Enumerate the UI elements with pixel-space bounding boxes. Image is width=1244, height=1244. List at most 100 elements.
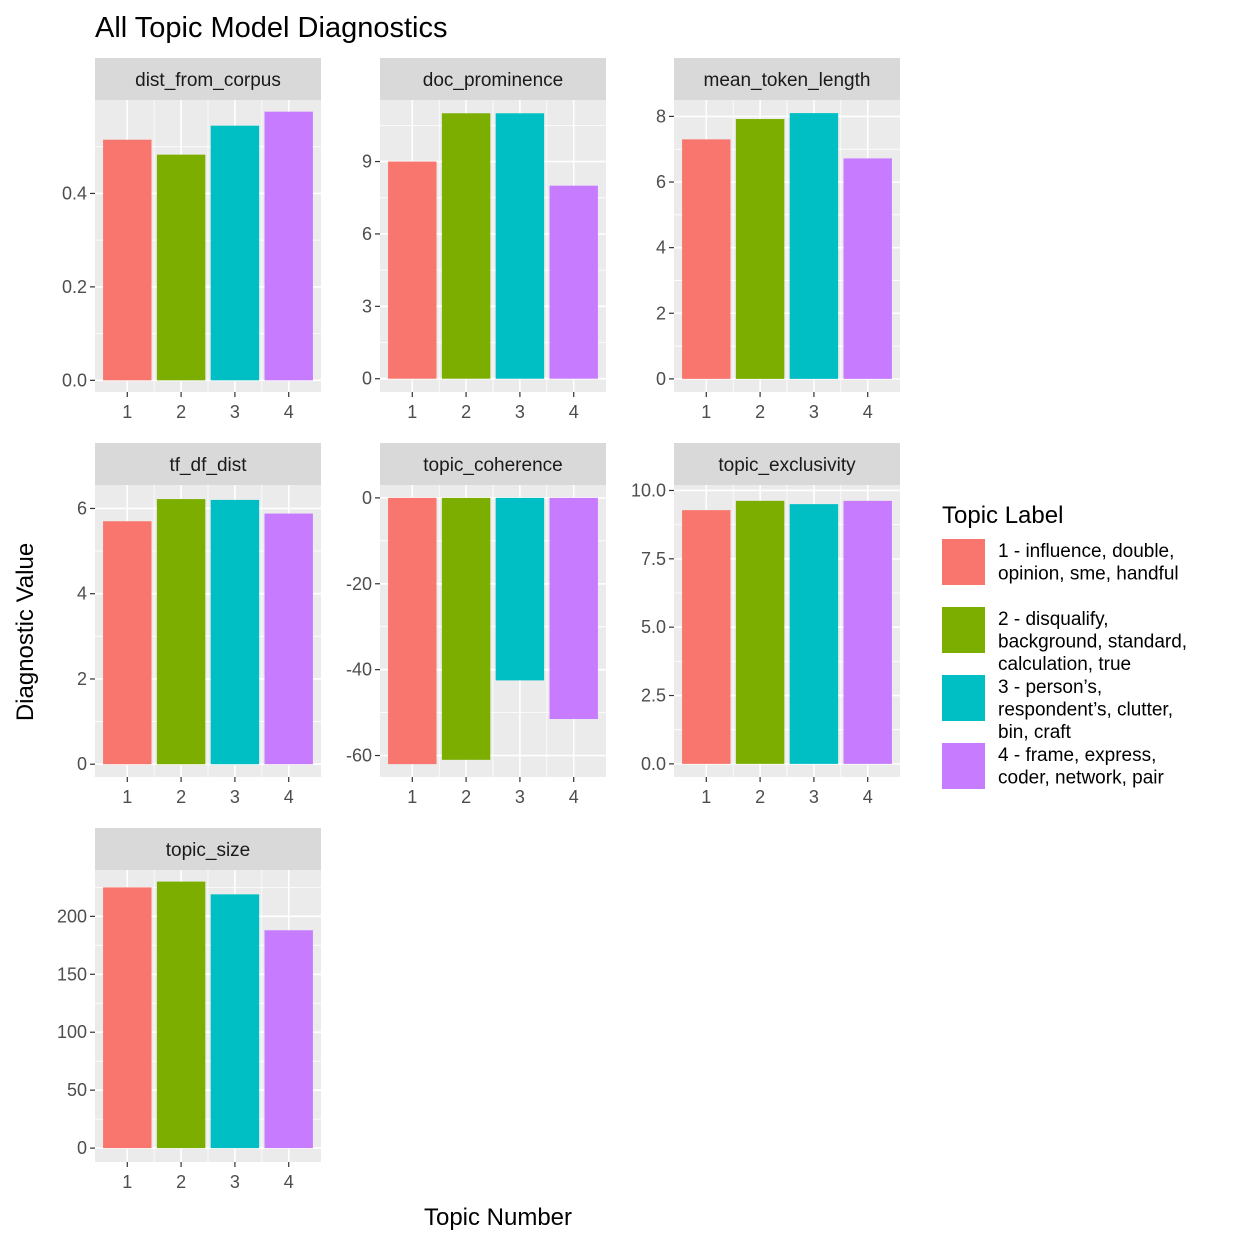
y-tick-label: 0 [77,754,87,774]
facet-strip-label: topic_exclusivity [718,455,856,476]
y-tick-label: -40 [346,660,372,680]
y-tick-label: 0.4 [62,183,87,203]
y-tick-label: 0.0 [62,370,87,390]
x-tick-label: 2 [176,402,186,422]
y-tick-label: 2.5 [641,686,666,706]
y-tick-label: 0 [77,1138,87,1158]
y-tick-label: 4 [77,584,87,604]
y-tick-label: 9 [362,152,372,172]
facet-strip-label: doc_prominence [423,70,563,91]
legend-label: 4 - frame, express, coder, network, pair [998,745,1164,789]
legend-item-4: 4 - frame, express, coder, network, pair [942,743,1164,789]
facet-strip [380,443,606,485]
x-tick-label: 1 [407,787,417,807]
y-tick-label: 3 [362,296,372,316]
y-tick-label: 10.0 [631,480,666,500]
x-tick-label: 4 [569,402,579,422]
y-axis-title: Diagnostic Value [12,543,39,721]
bar-topic-4 [264,513,313,765]
y-tick-label: 4 [656,238,666,258]
facet-strip-label: topic_coherence [423,455,562,476]
facet-strip [380,58,606,100]
legend-label: 2 - disqualify, background, standard, calc… [998,609,1187,675]
facet-panels: dist_from_corpus 0.0 0.2 0.4 1 2 3 4 doc_promine… [57,58,900,1192]
x-axis-title: Topic Number [424,1204,572,1231]
chart-title: All Topic Model Diagnostics [95,12,447,44]
x-tick-label: 3 [515,787,525,807]
legend-swatch [942,675,985,721]
facet-strip-label: topic_size [166,840,251,861]
bar-topic-2 [441,497,491,760]
x-tick-label: 3 [809,787,819,807]
x-tick-label: 3 [230,402,240,422]
facet-topic_coherence: topic_coherence -60 -40 -20 0 1 2 3 4 [346,443,606,807]
bar-topic-4 [549,497,598,720]
facet-mean_token_length: mean_token_length 0 2 4 6 8 1 2 3 4 [656,58,900,422]
legend-swatch [942,607,985,653]
x-tick-label: 3 [809,402,819,422]
x-tick-label: 1 [122,402,132,422]
facet-topic_size: topic_size 0 50 100 150 200 1 2 3 4 [57,828,321,1192]
facet-strip [95,58,321,100]
x-tick-label: 1 [122,1172,132,1192]
x-tick-label: 1 [122,787,132,807]
bar-topic-1 [682,139,731,379]
bar-topic-2 [156,154,206,381]
y-tick-label: 0 [362,488,372,508]
legend-items: 1 - influence, double, opinion, sme, hand… [942,539,1187,789]
x-tick-label: 2 [755,787,765,807]
bar-topic-2 [735,119,785,379]
y-tick-label: 200 [57,906,87,926]
facet-strip-label: dist_from_corpus [135,70,281,91]
x-tick-label: 4 [863,402,873,422]
bar-topic-2 [156,881,206,1149]
y-tick-label: -20 [346,574,372,594]
legend-swatch [942,539,985,585]
bar-topic-4 [264,930,313,1149]
legend: Topic Label 1 - influence, double, opinio… [942,502,1187,789]
bar-topic-4 [549,185,598,379]
x-tick-label: 4 [863,787,873,807]
facet-strip [674,58,900,100]
bar-topic-1 [682,510,731,764]
facet-strip [95,828,321,870]
x-tick-label: 4 [569,787,579,807]
legend-swatch [942,743,985,789]
bar-topic-3 [210,499,260,765]
bar-topic-4 [264,111,313,381]
y-tick-label: 150 [57,964,87,984]
y-tick-label: -60 [346,746,372,766]
x-tick-label: 2 [461,402,471,422]
y-tick-label: 2 [77,669,87,689]
x-tick-label: 2 [755,402,765,422]
x-tick-label: 3 [230,787,240,807]
bar-topic-3 [210,125,260,381]
y-tick-label: 50 [67,1080,87,1100]
y-tick-label: 0.2 [62,277,87,297]
y-tick-label: 7.5 [641,549,666,569]
y-tick-label: 8 [656,106,666,126]
bar-topic-1 [388,497,437,765]
legend-label: 3 - person’s, respondent’s, clutter, bin, … [998,677,1173,743]
y-tick-label: 6 [656,172,666,192]
y-tick-label: 6 [362,224,372,244]
legend-item-1: 1 - influence, double, opinion, sme, hand… [942,539,1179,585]
x-tick-label: 2 [176,787,186,807]
bar-topic-1 [103,521,152,765]
bar-topic-3 [210,894,260,1149]
bar-topic-2 [156,499,206,765]
bar-topic-4 [843,500,892,764]
y-tick-label: 5.0 [641,617,666,637]
y-tick-label: 2 [656,303,666,323]
bar-topic-2 [441,113,491,379]
bar-topic-1 [103,887,152,1149]
y-tick-label: 0 [362,369,372,389]
bar-topic-3 [789,113,839,379]
bar-topic-3 [495,497,545,681]
facet-strip [674,443,900,485]
facet-strip [95,443,321,485]
legend-item-2: 2 - disqualify, background, standard, calc… [942,607,1187,675]
legend-item-3: 3 - person’s, respondent’s, clutter, bin, … [942,675,1173,743]
bar-topic-1 [388,161,437,379]
facet-dist_from_corpus: dist_from_corpus 0.0 0.2 0.4 1 2 3 4 [62,58,321,422]
